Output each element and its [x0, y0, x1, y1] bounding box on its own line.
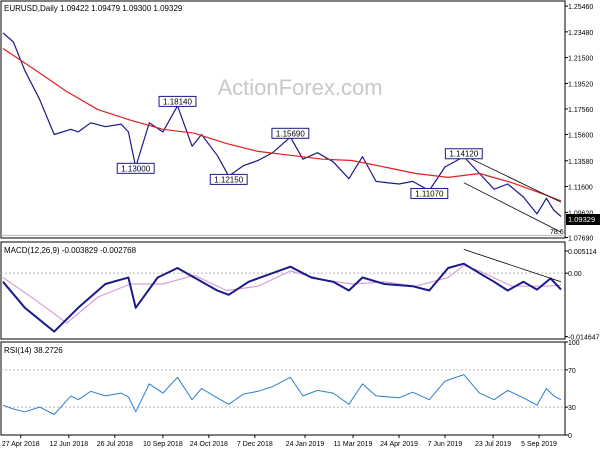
price-annotation-box	[271, 127, 310, 139]
x-tick-label: 27 Apr 2018	[2, 441, 40, 448]
price-panel-title: EURUSD,Daily 1.09422 1.09479 1.09300 1.0…	[4, 4, 183, 13]
watermark-text: ActionForex.com	[217, 75, 382, 100]
price-y-tick-label: 1.09620	[568, 210, 593, 217]
x-tick-label: 24 Oct 2018	[190, 441, 228, 448]
series-layer	[2, 32, 562, 415]
last-price-label: 1.09329	[568, 215, 595, 224]
price-panel-frame	[0, 0, 566, 239]
price-annotation-box	[158, 95, 197, 107]
x-tick-label: 5 Sep 2019	[521, 441, 557, 448]
price-y-tick-label: 1.11600	[568, 185, 593, 192]
price-annotation-label: 1.18140	[163, 97, 192, 106]
macd-line	[2, 262, 562, 333]
rsi-y-tick-label: 100	[568, 340, 580, 347]
price-y-tick-label: 1.19520	[568, 81, 593, 88]
x-tick-label: 7 Dec 2018	[237, 441, 273, 448]
grid-layer	[1, 234, 565, 408]
macd-y-tick-label: 0.00	[568, 271, 582, 278]
price-series-line	[2, 32, 562, 217]
moving-average-line	[2, 48, 562, 202]
price-y-tick-label: 1.07690	[568, 235, 593, 242]
price-y-tick-label: 1.23480	[568, 30, 593, 37]
macd-panel-title: MACD(12,26,9) -0.003829 -0.002768	[4, 246, 137, 255]
x-tick-label: 12 Jun 2018	[50, 441, 89, 448]
price-annotation-box	[209, 173, 248, 185]
price-y-tick-label: 1.13580	[568, 159, 593, 166]
macd-panel-frame	[0, 241, 566, 340]
macd-y-tick-label: 0.005114	[568, 249, 597, 256]
x-tick-label: 10 Sep 2018	[143, 441, 183, 448]
price-y-tick-label: 1.15600	[568, 132, 593, 139]
price-annotation-box	[410, 187, 449, 199]
macd-trendline	[463, 249, 562, 283]
rsi-line	[2, 374, 562, 415]
price-annotation-label: 1.14120	[449, 150, 478, 159]
price-annotation-label: 1.13000	[121, 164, 150, 173]
last-price-box	[566, 214, 600, 225]
x-tick-label: 24 Apr 2019	[380, 441, 418, 448]
price-y-tick-label: 1.17560	[568, 107, 593, 114]
price-annotation-box	[444, 148, 483, 160]
rsi-panel-frame	[0, 341, 566, 436]
x-tick-label: 23 Jul 2019	[475, 441, 511, 448]
price-annotation-box	[116, 162, 155, 174]
price-annotation-label: 1.12150	[214, 175, 243, 184]
annotation-layer: 1.18140 1.13000 1.12150 1.15690 1.11070 1.141…	[116, 95, 483, 199]
rsi-y-tick-label: 30	[568, 405, 576, 412]
axis-tick-layer: 1.25460 1.23480 1.21500 1.19520 1.17560 1.156…	[2, 4, 600, 448]
fib-level-label: 78.6	[550, 229, 564, 236]
price-annotation-label: 1.11070	[415, 189, 444, 198]
rsi-y-tick-label: 0	[568, 433, 572, 440]
macd-y-tick-label: -0.014647	[568, 335, 600, 342]
rsi-y-tick-label: 70	[568, 368, 576, 375]
x-tick-label: 24 Jan 2019	[286, 441, 325, 448]
price-channel-trendline	[463, 182, 562, 233]
price-y-tick-label: 1.21500	[568, 56, 593, 63]
x-tick-label: 7 Jun 2019	[428, 441, 463, 448]
price-y-tick-label: 1.25460	[568, 4, 593, 11]
rsi-panel-title: RSI(14) 38.2726	[4, 346, 63, 355]
x-tick-label: 11 Mar 2019	[334, 441, 373, 448]
x-tick-label: 26 Jul 2018	[97, 441, 133, 448]
price-annotation-label: 1.15690	[276, 129, 305, 138]
price-channel-trendline	[463, 154, 562, 203]
